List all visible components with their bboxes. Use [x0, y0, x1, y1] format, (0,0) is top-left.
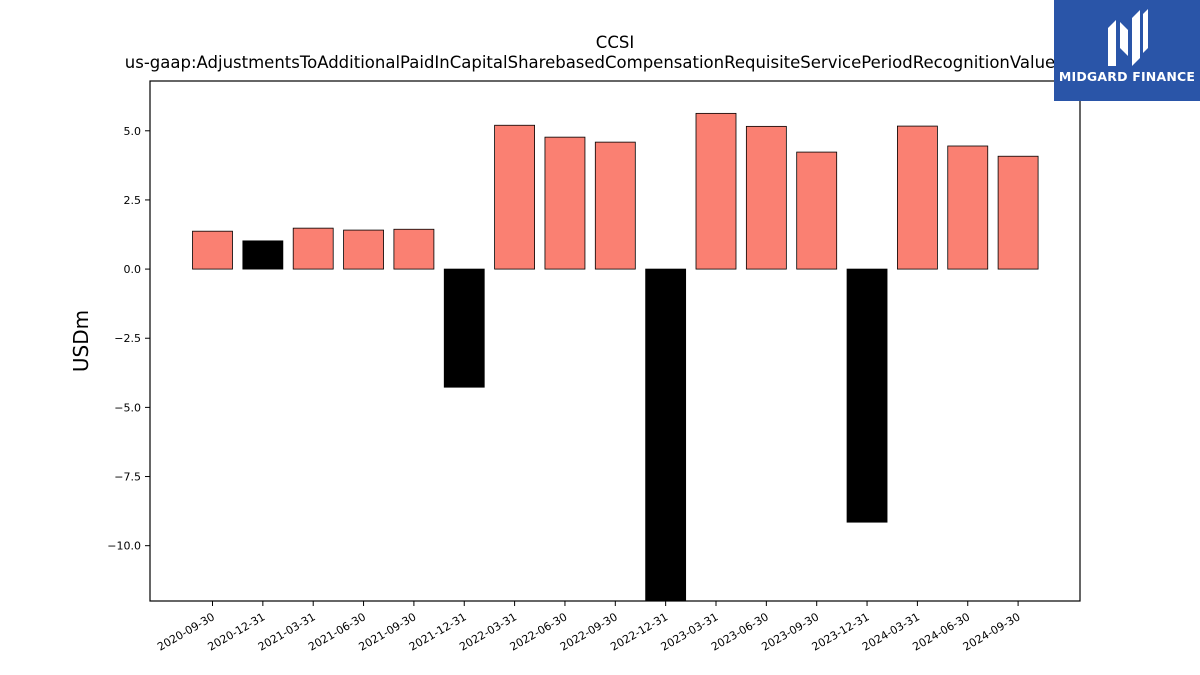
plot-area: 5.02.50.0−2.5−5.0−7.5−10.02020-09-302020…: [107, 80, 1081, 654]
bar: [695, 112, 737, 270]
y-axis-label: USDm: [69, 310, 93, 372]
bar: [343, 229, 384, 270]
logo-text: MIDGARD FINANCE: [1058, 69, 1196, 84]
midgard-logo-mark-icon: [1108, 9, 1148, 66]
bar: [594, 141, 636, 270]
bar: [292, 227, 334, 270]
y-tick-label: −10.0: [107, 540, 141, 553]
bar: [846, 268, 888, 523]
bar: [393, 228, 435, 270]
y-tick-label: 2.5: [124, 194, 142, 207]
x-tick-label: 2024-09-30: [961, 610, 1023, 653]
y-tick-label: −7.5: [114, 471, 141, 484]
bar: [645, 268, 687, 602]
bar: [796, 151, 838, 270]
bar: [443, 268, 485, 388]
y-tick-label: 5.0: [124, 125, 142, 138]
bar: [897, 125, 938, 270]
bar: [242, 240, 284, 270]
bar: [947, 145, 989, 270]
y-tick-label: 0.0: [124, 263, 142, 276]
y-tick-label: −2.5: [114, 332, 141, 345]
bar: [544, 136, 586, 270]
bar: [494, 124, 536, 270]
bar: [745, 125, 787, 270]
y-tick-label: −5.0: [114, 401, 141, 414]
bar: [997, 155, 1039, 270]
chart-title: CCSI: [596, 33, 634, 52]
bar: [192, 230, 233, 270]
chart-subtitle: us-gaap:AdjustmentsToAdditionalPaidInCap…: [125, 53, 1055, 72]
midgard-finance-logo: MIDGARD FINANCE: [1054, 0, 1200, 101]
